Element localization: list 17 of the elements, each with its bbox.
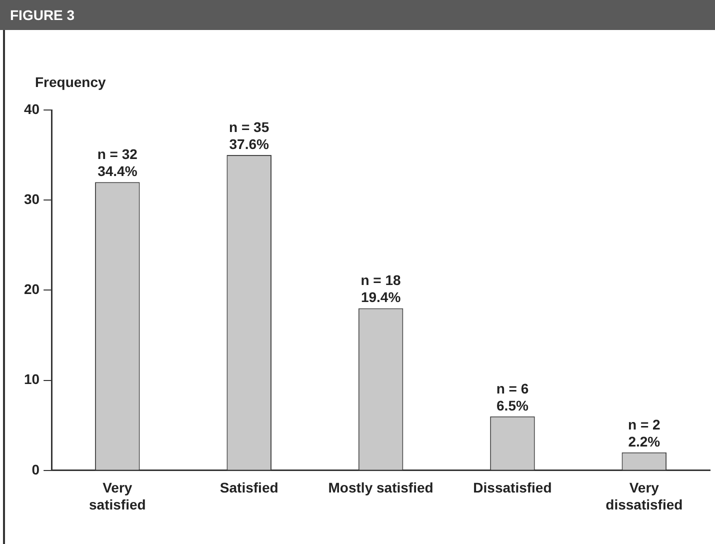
y-tick-label: 30 [24,190,40,207]
y-tick-label: 0 [32,461,40,478]
y-tick-label: 40 [24,100,40,117]
y-tick-label: 10 [24,371,40,388]
x-tick-label: Very dissatisfied [606,480,683,512]
data-label: n = 32 34.4% [97,146,138,180]
x-tick-label: Mostly satisfied [328,480,434,496]
x-tick-label: Satisfied [220,480,278,496]
data-label: n = 35 37.6% [229,119,270,152]
data-label: n = 18 19.4% [360,272,402,306]
y-tick-label: 20 [24,281,40,298]
y-axis-title: Frequency [35,74,106,90]
data-label: n = 2 2.2% [628,416,661,450]
x-tick-label: Very satisfied [89,480,146,512]
chart-title: FIGURE 3 [0,0,715,30]
x-tick-label: Dissatisfied [473,480,552,496]
data-label: n = 6 6.5% [496,380,529,414]
